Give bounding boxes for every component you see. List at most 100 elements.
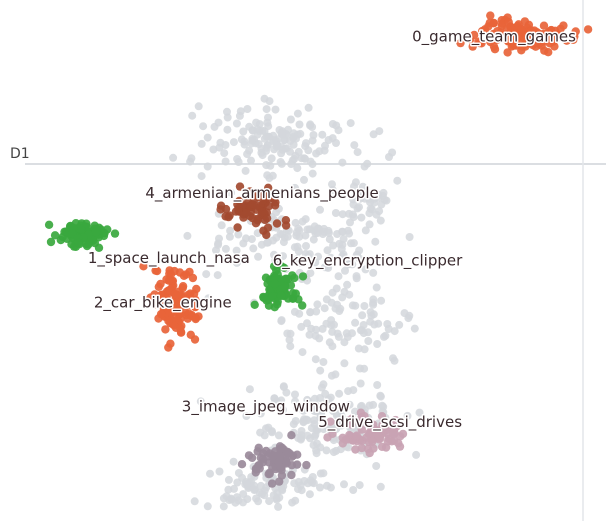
- background-point: [243, 150, 252, 159]
- data-point: [268, 463, 277, 472]
- background-point: [286, 115, 295, 124]
- background-point: [204, 294, 213, 303]
- background-point: [256, 409, 265, 418]
- background-point: [260, 491, 269, 500]
- background-point: [221, 157, 230, 166]
- background-point: [279, 238, 288, 247]
- background-point: [203, 162, 212, 171]
- background-point: [263, 118, 272, 127]
- data-point: [235, 182, 245, 191]
- background-point: [329, 241, 338, 250]
- data-point: [293, 450, 302, 459]
- data-point: [357, 425, 366, 434]
- data-point: [267, 479, 277, 488]
- background-point: [309, 405, 317, 414]
- background-point: [262, 483, 271, 492]
- background-point: [366, 308, 375, 317]
- data-point: [110, 229, 120, 238]
- background-point: [304, 396, 313, 405]
- background-point: [215, 234, 223, 243]
- background-point: [302, 139, 310, 148]
- background-point: [323, 246, 332, 255]
- background-point: [303, 431, 312, 440]
- background-point: [188, 111, 197, 120]
- background-point: [340, 338, 349, 347]
- data-point: [146, 293, 155, 302]
- background-point: [232, 258, 241, 267]
- background-point: [232, 119, 241, 128]
- background-point: [214, 240, 222, 249]
- background-point: [309, 131, 318, 139]
- background-point: [375, 127, 384, 136]
- background-point: [274, 431, 283, 440]
- background-point: [415, 408, 424, 417]
- background-point: [311, 258, 320, 267]
- background-point: [295, 309, 304, 318]
- background-point: [274, 502, 283, 511]
- background-point: [359, 329, 368, 338]
- data-point: [255, 201, 265, 210]
- background-point: [350, 141, 359, 150]
- data-point: [368, 437, 377, 446]
- data-point: [503, 48, 512, 57]
- background-point: [390, 327, 399, 336]
- background-point: [376, 392, 385, 401]
- background-point: [219, 502, 228, 511]
- background-point: [310, 394, 319, 403]
- background-point: [243, 105, 252, 113]
- cluster-0-points: [456, 11, 593, 57]
- data-point: [328, 429, 337, 438]
- background-point: [197, 139, 206, 148]
- background-point: [270, 250, 278, 259]
- background-point: [264, 238, 272, 247]
- data-point: [270, 279, 280, 289]
- background-point: [206, 469, 214, 478]
- background-point: [319, 469, 328, 478]
- data-point: [530, 26, 539, 35]
- background-point: [217, 221, 226, 230]
- background-point: [297, 322, 306, 331]
- cluster-label: 0_game_team_games: [412, 28, 576, 47]
- data-point: [272, 219, 282, 228]
- data-point: [82, 241, 92, 251]
- background-point: [247, 139, 256, 148]
- background-point: [321, 389, 330, 398]
- background-point: [318, 130, 327, 139]
- data-point: [163, 297, 172, 307]
- background-point: [293, 109, 302, 118]
- background-point: [366, 317, 375, 326]
- background-point: [328, 288, 337, 297]
- background-point: [395, 320, 404, 329]
- data-point: [326, 417, 335, 426]
- background-point: [197, 172, 206, 181]
- background-point: [326, 253, 335, 262]
- background-point: [306, 308, 315, 317]
- background-point: [312, 449, 321, 458]
- data-point: [245, 187, 255, 196]
- background-point: [346, 119, 355, 128]
- data-point: [258, 207, 267, 217]
- data-point: [468, 42, 477, 51]
- data-point: [493, 27, 502, 36]
- data-point: [181, 270, 191, 279]
- background-point: [403, 411, 412, 420]
- data-point: [251, 219, 261, 228]
- background-point: [239, 127, 248, 136]
- data-point: [44, 220, 54, 229]
- background-point: [293, 164, 302, 173]
- data-point: [389, 429, 398, 438]
- data-point: [268, 292, 277, 301]
- background-point: [247, 235, 256, 244]
- background-point: [352, 251, 361, 260]
- background-point: [336, 421, 345, 430]
- background-point: [186, 157, 195, 166]
- background-point: [265, 132, 274, 141]
- data-point: [456, 38, 465, 48]
- background-point: [300, 154, 309, 163]
- data-point: [74, 238, 83, 248]
- data-point: [91, 228, 100, 237]
- data-point: [176, 303, 185, 312]
- data-point: [192, 284, 201, 294]
- background-point: [309, 235, 318, 244]
- background-point: [316, 443, 325, 452]
